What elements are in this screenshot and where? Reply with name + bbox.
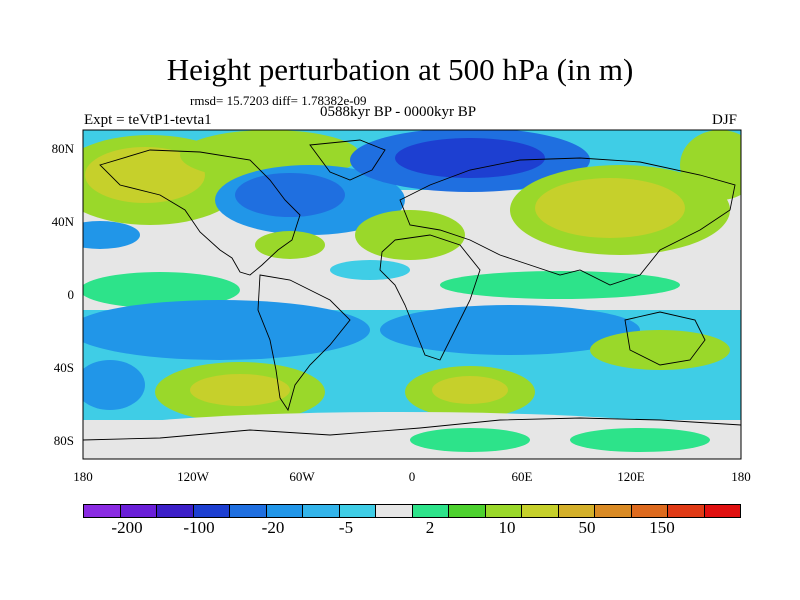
contour-antarctic-high [410,428,530,452]
y-tick-label: 0 [67,287,75,302]
contour-arctic-east-high [680,130,741,200]
contour-africa-low [330,260,410,280]
contour-arctic-low-core [395,138,545,178]
contour-tropical-pacific [83,272,240,308]
colorbar-swatch [522,505,559,517]
x-tick-label: 180 [73,469,93,484]
colorbar-swatch [266,505,303,517]
contour-south-pacific-high-core [190,374,290,406]
contour-southwest-low [83,360,145,410]
contour-asia-high-core [535,178,685,238]
coastlines [83,139,741,441]
colorbar-swatch [157,505,194,517]
x-tick-label: 180 [731,469,751,484]
map-title: Height perturbation at 500 hPa (in m) [166,52,634,87]
colorbar-swatch [376,505,413,517]
coast-greenland [309,139,386,181]
colorbar-swatch [485,505,522,517]
colorbar-swatch [120,505,157,517]
contour-fill-layer [83,130,741,459]
y-tick-label: 80S [53,433,74,448]
experiment-label: Expt = teVtP1-tevta1 [84,112,212,128]
contour-europe-mid-high [355,210,465,260]
stats-label: rmsd= 15.7203 diff= 1.78382e-09 [190,93,367,108]
contour-namerica-low-core [235,173,345,217]
colorbar-swatch [339,505,376,517]
colorbar [83,504,741,518]
colorbar-swatch [704,505,740,517]
contour-pacific-high-core [85,147,205,203]
plot-frame [82,129,742,460]
x-tick-label: 60E [511,469,533,484]
x-tick-label: 120E [617,469,645,484]
contour-atlantic-high [255,231,325,259]
colorbar-label: -100 [183,518,215,537]
contour-south-pacific-low [83,300,370,360]
contour-west-midlat-low [83,221,140,249]
x-tick-label: 60W [289,469,315,484]
contour-antarctic-east-high [570,428,710,452]
coast-australia [624,311,706,366]
x-tick-label: 120W [177,469,209,484]
y-tick-label: 80N [51,141,74,156]
y-tick-label: 40N [51,214,74,229]
colorbar-swatch [668,505,705,517]
colorbar-label: 150 [649,518,675,537]
coast-antarctica [83,417,741,441]
colorbar-label: 2 [425,518,435,537]
season-label: DJF [712,112,738,128]
coast-africa [379,234,481,361]
coast-south-america [257,274,351,412]
contour-antarctic-neutral [83,412,740,459]
contour-indian-low [380,305,640,355]
colorbar-swatch [230,505,267,517]
colorbar-swatch [631,505,668,517]
colorbar-label: -5 [338,518,354,537]
coast-eurasia [399,157,736,286]
coast-north-america [99,149,301,276]
colorbar-label: -20 [261,518,285,537]
colorbar-swatch [84,505,121,517]
x-tick-label: 0 [408,469,416,484]
colorbar-swatch [558,505,595,517]
colorbar-swatch [303,505,340,517]
contour-australia-high [590,330,730,370]
colorbar-swatch [595,505,632,517]
contour-tropical-indian [440,271,680,299]
contour-south-atlantic-high-core [432,376,508,404]
colorbar-swatch [412,505,449,517]
y-tick-label: 40S [53,360,74,375]
colorbar-label: 50 [578,518,596,537]
colorbar-label: 10 [498,518,516,537]
colorbar-label: -200 [111,518,143,537]
colorbar-swatch [449,505,486,517]
period-label: 0588kyr BP - 0000kyr BP [320,104,477,120]
colorbar-swatch [193,505,230,517]
